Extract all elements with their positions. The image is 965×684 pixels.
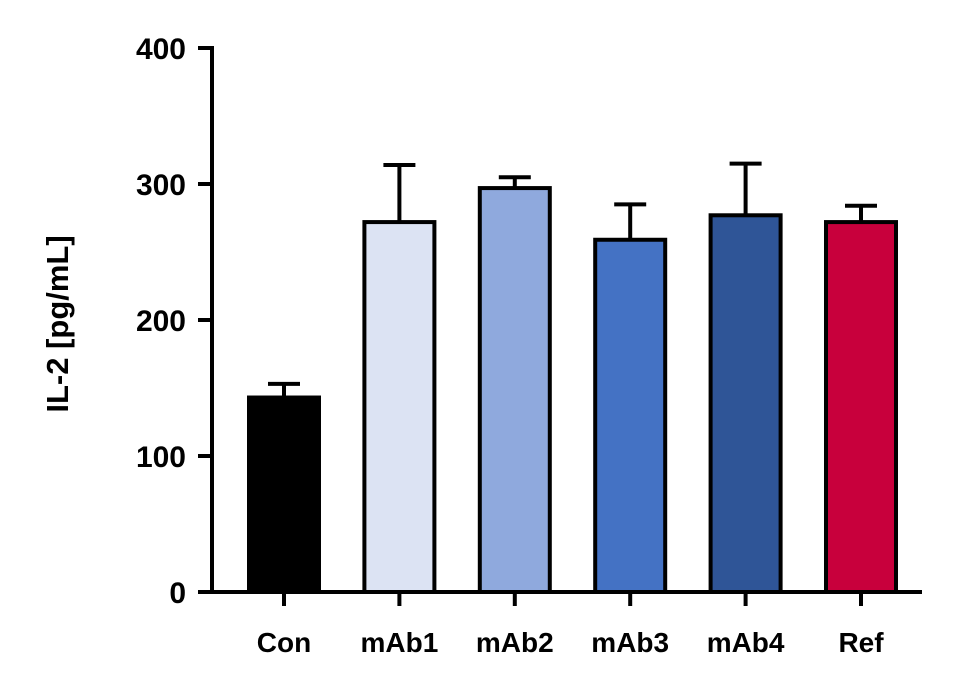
error-bar-mab1 bbox=[383, 162, 416, 223]
y-axis-title: IL-2 [pg/mL] bbox=[40, 235, 75, 412]
y-tick-label-300: 300 bbox=[136, 169, 186, 202]
y-tick-label-100: 100 bbox=[136, 441, 186, 474]
error-bars bbox=[268, 161, 877, 398]
x-tick-label-mab3: mAb3 bbox=[591, 627, 669, 658]
error-bar-mab3 bbox=[614, 202, 647, 240]
x-tick-label-con: Con bbox=[257, 627, 311, 658]
bar-mab1 bbox=[362, 220, 437, 595]
x-tick-label-ref: Ref bbox=[838, 627, 884, 658]
bar-mab2 bbox=[477, 186, 552, 595]
bar-con bbox=[247, 395, 321, 594]
error-bar-ref bbox=[845, 203, 877, 223]
x-tick-label-mab1: mAb1 bbox=[361, 627, 439, 658]
y-axis: 0 100 200 300 400 bbox=[136, 33, 214, 610]
y-tick-label-0: 0 bbox=[169, 577, 186, 610]
error-bar-mab4 bbox=[729, 161, 762, 216]
bar-mab4 bbox=[708, 213, 783, 594]
x-axis: Con mAb1 mAb2 mAb3 mAb4 Ref bbox=[212, 590, 922, 658]
bar-mab3 bbox=[593, 237, 668, 594]
error-bar-con bbox=[268, 381, 300, 398]
y-tick-label-400: 400 bbox=[136, 33, 186, 66]
bars bbox=[247, 186, 898, 595]
y-tick-label-200: 200 bbox=[136, 305, 186, 338]
bar-ref bbox=[824, 220, 898, 595]
x-tick-label-mab2: mAb2 bbox=[476, 627, 554, 658]
x-tick-label-mab4: mAb4 bbox=[707, 627, 785, 658]
